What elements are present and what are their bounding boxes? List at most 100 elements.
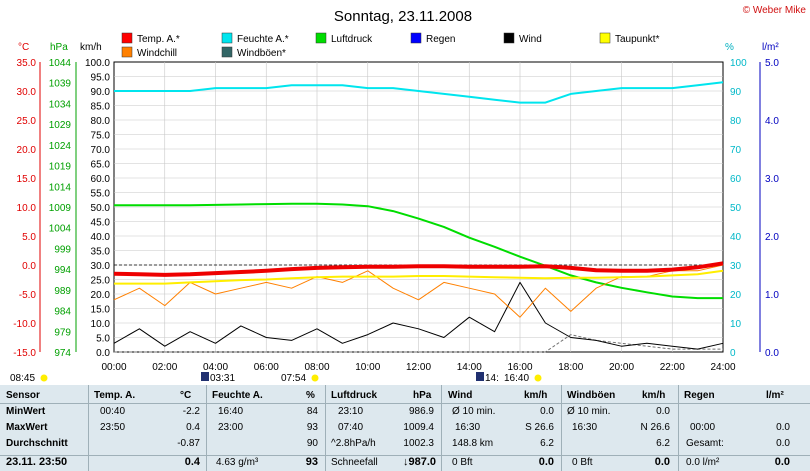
rain-tick-label: 5.0 xyxy=(765,58,779,69)
pressure-avg: 1002.3 xyxy=(403,438,434,449)
plot-grid xyxy=(113,61,724,353)
series-windb-en xyxy=(114,334,723,353)
wind-tick-label: 20.0 xyxy=(91,290,111,301)
x-tick-label: 20:00 xyxy=(609,362,634,373)
gust-current: 0.0 xyxy=(654,456,670,468)
rain-axis-unit: l/m² xyxy=(762,42,779,53)
series-taupunkt xyxy=(114,269,724,285)
wind-axis-unit: km/h xyxy=(80,42,102,53)
wind-avg10-label: Ø 10 min. xyxy=(452,406,496,417)
axis-unit-labels: °C hPa km/h% l/m² xyxy=(18,42,779,53)
humidity-tick-label: 20 xyxy=(730,290,742,301)
pressure-tick-label: 1029 xyxy=(49,120,72,131)
chart-legend: Temp. A.* Feuchte A.* Luftdruck Regen Wind Ta… xyxy=(121,32,660,59)
humidity-avg: 90 xyxy=(306,438,318,449)
wind-tick-label: 95.0 xyxy=(91,73,111,84)
temp-current: 0.4 xyxy=(184,456,200,468)
wind-tick-label: 5.0 xyxy=(96,334,110,345)
temp-tick-label: 35.0 xyxy=(17,58,37,69)
sun-icon-2 xyxy=(311,374,319,382)
axis-ticks: 35.0 30.0 25.0 20.0 15.0 10.0 5.0 0.0 -5.0 -10.0 -… xyxy=(13,58,779,373)
series-luftdruck xyxy=(114,202,723,300)
moon-time-3: 16:40 xyxy=(504,373,529,384)
legend-swatch xyxy=(599,32,611,44)
wind-tick-label: 85.0 xyxy=(91,102,111,113)
copyright-label: © Weber Mike xyxy=(743,5,807,16)
rain-max: 0.0 xyxy=(776,422,790,433)
sun-icon-3 xyxy=(534,374,542,382)
wind-avg10: 0.0 xyxy=(540,406,554,417)
legend-label: Windchill xyxy=(137,48,177,59)
legend-swatch xyxy=(121,46,133,58)
legend-swatch xyxy=(315,32,327,44)
pressure-tick-label: 1039 xyxy=(49,79,72,90)
gust-avg10-label: Ø 10 min. xyxy=(567,406,611,417)
wind-tick-label: 40.0 xyxy=(91,232,111,243)
legend-label: Feuchte A.* xyxy=(237,34,289,45)
humidity-absolute: 4.63 g/m³ xyxy=(216,457,259,468)
x-tick-label: 24:00 xyxy=(710,362,735,373)
wind-tick-label: 80.0 xyxy=(91,116,111,127)
temp-avg: -0.87 xyxy=(177,438,200,449)
x-tick-label: 06:00 xyxy=(254,362,279,373)
series-temp-a xyxy=(113,261,724,277)
wind-tick-label: 30.0 xyxy=(91,261,111,272)
humidity-tick-label: 90 xyxy=(730,87,742,98)
x-tick-label: 10:00 xyxy=(355,362,380,373)
statistics-table: Sensor MinWert MaxWert Durchschnitt 23.1… xyxy=(0,385,810,471)
temp-tick-label: -10.0 xyxy=(13,319,36,330)
gust-avg: 6.2 xyxy=(656,438,670,449)
temp-max-time: 23:50 xyxy=(100,422,126,433)
wind-tick-label: 60.0 xyxy=(91,174,111,185)
wind-tick-label: 15.0 xyxy=(91,305,111,316)
pressure-min-time: 23:10 xyxy=(338,406,364,417)
pressure-tick-label: 1044 xyxy=(49,58,72,69)
temp-min: -2.2 xyxy=(182,406,200,417)
humidity-tick-label: 30 xyxy=(730,261,742,272)
moon-time: 03:31 xyxy=(210,373,235,384)
gust-max: N 26.6 xyxy=(640,422,670,433)
pressure-unit: hPa xyxy=(413,390,432,401)
wind-tick-label: 50.0 xyxy=(91,203,111,214)
x-tick-label: 14:00 xyxy=(457,362,482,373)
wind-tick-label: 90.0 xyxy=(91,87,111,98)
temp-min-time: 00:40 xyxy=(100,406,126,417)
rain-tick-label: 2.0 xyxy=(765,232,779,243)
temp-axis-unit: °C xyxy=(18,42,29,53)
x-tick-label: 00:00 xyxy=(101,362,126,373)
wind-tick-label: 70.0 xyxy=(91,145,111,156)
legend-label: Luftdruck xyxy=(331,34,373,45)
sun-icon xyxy=(40,374,48,382)
x-tick-label: 02:00 xyxy=(152,362,177,373)
pressure-forecast: Schneefall xyxy=(331,457,378,468)
wind-tick-label: 100.0 xyxy=(85,58,110,69)
pressure-current: ↓987.0 xyxy=(402,456,436,468)
gust-bft: 0 Bft xyxy=(572,457,593,468)
gust-avg10: 0.0 xyxy=(656,406,670,417)
sunset-time: 07:54 xyxy=(281,373,306,384)
temp-tick-label: 25.0 xyxy=(17,116,37,127)
legend-label: Regen xyxy=(426,34,455,45)
rain-tick-label: 3.0 xyxy=(765,174,779,185)
wind-max: S 26.6 xyxy=(525,422,554,433)
astro-markers: 08:45 03:31 07:54 14: 16:40 xyxy=(10,372,542,384)
temp-tick-label: 10.0 xyxy=(17,203,37,214)
wind-tick-label: 0.0 xyxy=(96,348,110,359)
temp-tick-label: 15.0 xyxy=(17,174,37,185)
wind-tick-label: 55.0 xyxy=(91,189,111,200)
pressure-tick-label: 1004 xyxy=(49,224,72,235)
pressure-max-time: 07:40 xyxy=(338,422,364,433)
wind-tick-label: 75.0 xyxy=(91,131,111,142)
humidity-current: 93 xyxy=(305,456,318,468)
x-tick-label: 22:00 xyxy=(660,362,685,373)
row-label-min: MinWert xyxy=(6,406,46,417)
rain-current: 0.0 xyxy=(774,456,790,468)
humidity-unit: % xyxy=(306,390,315,401)
pressure-tick-label: 984 xyxy=(54,307,71,318)
pressure-tick-label: 1014 xyxy=(49,182,72,193)
humidity-max-time: 23:00 xyxy=(218,422,244,433)
temp-tick-label: -5.0 xyxy=(19,290,37,301)
weather-chart: Sonntag, 23.11.2008 © Weber Mike Temp. A… xyxy=(10,5,807,384)
row-label-sensor: Sensor xyxy=(6,390,40,401)
rain-header: Regen xyxy=(684,390,715,401)
